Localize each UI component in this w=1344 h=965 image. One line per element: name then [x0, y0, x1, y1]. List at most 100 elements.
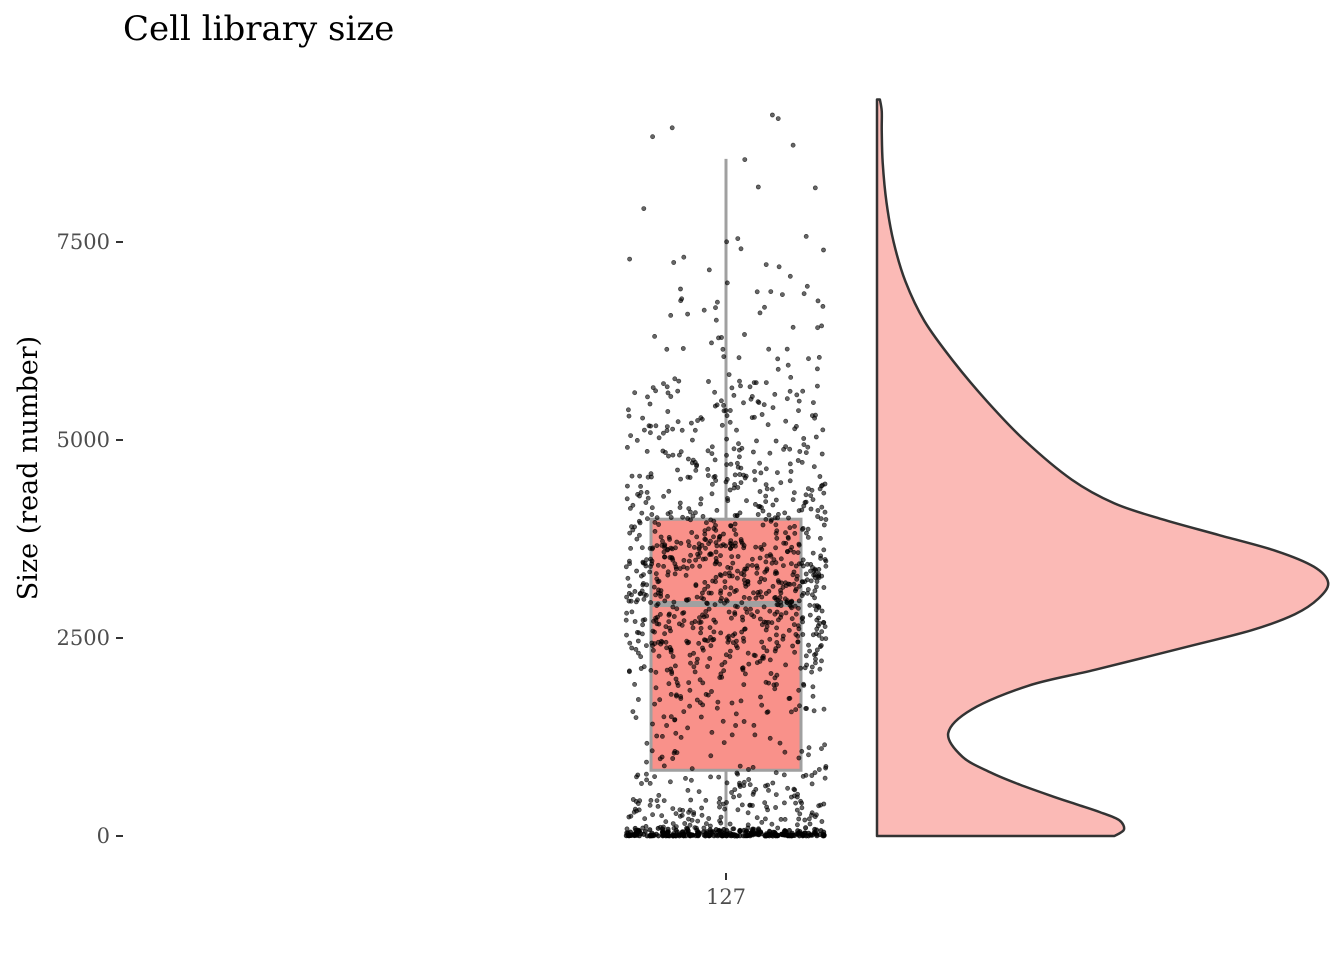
data-point: [696, 554, 701, 560]
data-point: [812, 595, 817, 601]
data-point: [704, 520, 709, 526]
data-point: [626, 407, 631, 413]
data-point: [705, 448, 711, 454]
data-point: [673, 545, 678, 551]
data-point: [803, 233, 809, 239]
data-point: [792, 524, 797, 529]
data-point: [803, 706, 809, 711]
data-point: [804, 283, 810, 289]
data-point: [684, 565, 690, 571]
data-point: [783, 580, 788, 586]
data-point: [730, 560, 736, 566]
data-point: [741, 400, 746, 406]
data-point: [793, 586, 799, 592]
data-point: [735, 554, 741, 559]
data-point: [808, 568, 813, 574]
data-point: [679, 296, 685, 302]
data-point: [670, 833, 676, 839]
data-point: [811, 464, 817, 470]
data-point: [735, 236, 741, 241]
data-point: [822, 509, 828, 515]
data-point: [763, 262, 769, 267]
data-point: [764, 486, 770, 492]
data-point: [758, 470, 764, 476]
data-point: [644, 448, 650, 454]
data-point: [789, 833, 795, 839]
data-point: [724, 476, 730, 482]
data-point: [769, 486, 775, 492]
data-point: [750, 556, 755, 562]
data-point: [654, 576, 660, 582]
data-point: [700, 590, 705, 596]
data-point: [694, 534, 700, 540]
data-point: [685, 788, 691, 793]
data-point: [785, 549, 790, 554]
data-point: [714, 705, 720, 711]
data-point: [817, 474, 823, 479]
data-point: [647, 781, 653, 786]
data-point: [689, 420, 694, 426]
data-point: [690, 513, 696, 519]
data-point: [685, 640, 690, 646]
data-point: [705, 466, 711, 472]
data-point: [712, 403, 718, 409]
data-point: [738, 246, 744, 252]
data-point: [630, 709, 636, 714]
data-point: [819, 636, 825, 642]
data-point: [810, 413, 815, 418]
data-point: [793, 632, 799, 637]
data-point: [723, 408, 729, 413]
data-point: [797, 829, 803, 835]
data-point: [633, 715, 639, 720]
data-point: [778, 817, 784, 822]
data-point: [694, 594, 700, 600]
data-point: [638, 591, 643, 596]
data-point: [763, 783, 768, 789]
data-point: [659, 754, 665, 760]
data-point: [745, 810, 751, 816]
data-point: [655, 590, 661, 596]
data-point: [774, 535, 780, 541]
data-point: [663, 819, 669, 825]
data-point: [661, 493, 666, 499]
data-point: [668, 628, 673, 634]
data-point: [703, 798, 709, 803]
data-point: [733, 832, 739, 838]
data-point: [763, 559, 769, 565]
data-point: [667, 611, 672, 617]
data-point: [787, 388, 793, 394]
data-point: [701, 307, 707, 313]
data-point: [767, 608, 773, 614]
data-point: [648, 556, 654, 562]
data-point: [673, 663, 678, 669]
data-point: [734, 588, 739, 593]
data-point: [711, 474, 717, 480]
data-point: [661, 564, 666, 569]
data-point: [644, 777, 649, 783]
data-point: [775, 578, 781, 584]
data-point: [778, 590, 784, 596]
data-point: [810, 497, 816, 502]
data-point: [699, 542, 705, 548]
data-point: [763, 517, 769, 522]
data-point: [652, 774, 657, 779]
data-point: [761, 645, 767, 650]
data-point: [636, 630, 642, 636]
data-point: [731, 794, 736, 800]
data-point: [803, 825, 809, 831]
data-point: [696, 789, 702, 794]
data-point: [792, 426, 798, 432]
data-point: [790, 572, 796, 578]
data-point: [768, 518, 774, 524]
data-point: [799, 459, 805, 465]
data-point: [637, 520, 643, 526]
data-point: [668, 394, 674, 399]
data-point: [821, 547, 827, 553]
data-point: [728, 538, 734, 543]
data-point: [702, 580, 708, 585]
data-point: [744, 610, 750, 615]
data-point: [675, 467, 680, 473]
data-point: [719, 422, 725, 428]
data-point: [778, 612, 784, 618]
